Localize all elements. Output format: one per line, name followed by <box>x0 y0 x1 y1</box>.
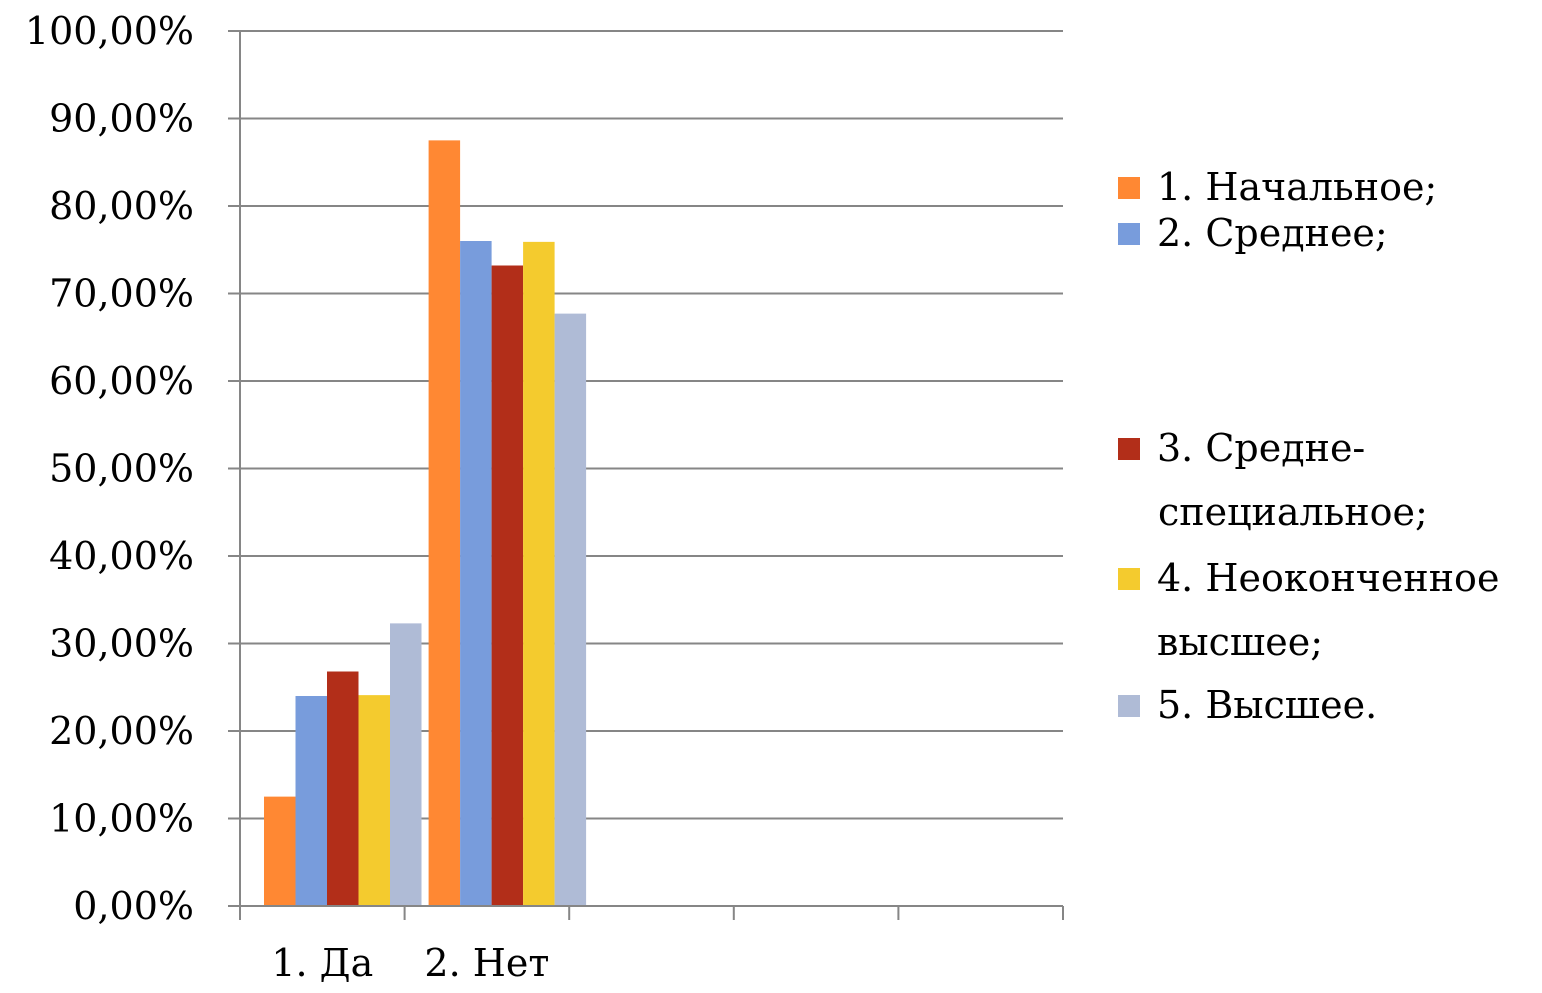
x-axis-tick-labels: 1. Да 2. Нет <box>271 941 549 985</box>
y-tick-label: 70,00% <box>49 272 194 316</box>
y-tick-label: 50,00% <box>49 447 194 491</box>
legend-swatch <box>1118 568 1140 590</box>
axes <box>228 30 1064 920</box>
legend-swatch <box>1118 223 1140 245</box>
y-tick-label: 60,00% <box>49 359 194 403</box>
y-tick-label: 40,00% <box>49 534 194 578</box>
x-tick-label: 2. Нет <box>424 941 549 985</box>
y-tick-label: 30,00% <box>49 622 194 666</box>
bar <box>358 695 390 906</box>
legend-label: специальное; <box>1158 490 1428 534</box>
legend-label: 2. Среднее; <box>1157 211 1388 255</box>
bar <box>428 140 461 906</box>
bar <box>523 241 555 906</box>
legend-swatch <box>1118 695 1140 717</box>
legend-label: 1. Начальное; <box>1157 165 1437 209</box>
legend-label: 3. Средне- <box>1157 426 1365 470</box>
bars <box>264 140 587 906</box>
y-tick-label: 20,00% <box>49 709 194 753</box>
bar <box>390 623 422 906</box>
y-tick-label: 0,00% <box>73 884 194 928</box>
legend-label: 4. Неоконченное <box>1157 556 1499 600</box>
x-tick-label: 1. Да <box>271 941 373 985</box>
y-axis-tick-labels: 0,00% 10,00% 20,00% 30,00% 40,00% 50,00% 60,00… <box>25 9 194 928</box>
legend: 1. Начальное;2. Среднее; 3. Средне-специа… <box>1118 165 1499 727</box>
bar <box>264 796 296 906</box>
bar <box>460 241 492 906</box>
y-tick-label: 10,00% <box>49 797 194 841</box>
bar <box>491 265 524 906</box>
legend-swatch <box>1118 177 1140 199</box>
y-tick-label: 100,00% <box>25 9 194 53</box>
y-tick-label: 80,00% <box>49 184 194 228</box>
legend-swatch <box>1118 438 1140 460</box>
legend-label: высшее; <box>1157 620 1323 664</box>
bar <box>295 696 327 906</box>
bar <box>327 671 359 906</box>
y-tick-label: 90,00% <box>49 97 194 141</box>
legend-label: 5. Высшее. <box>1157 683 1377 727</box>
bar <box>554 313 587 906</box>
